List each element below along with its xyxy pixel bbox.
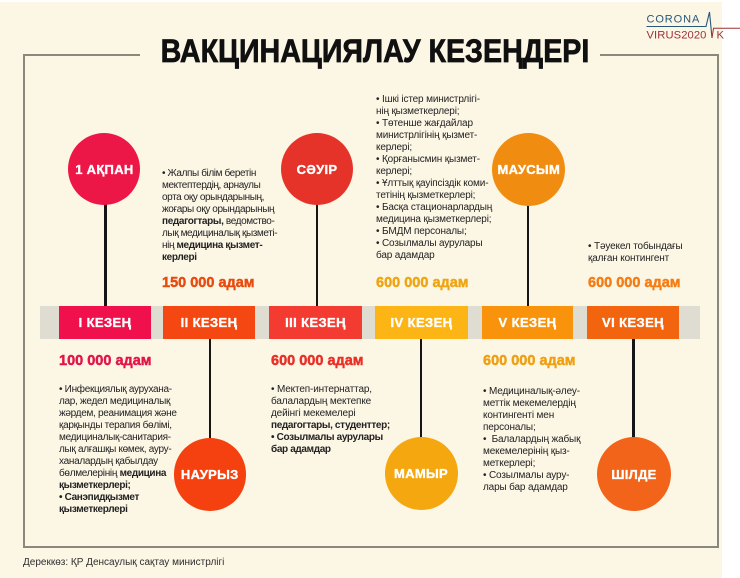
svg-text:CORONA: CORONA bbox=[647, 14, 701, 26]
svg-text:K: K bbox=[717, 30, 725, 42]
svg-text:VIRUS2020: VIRUS2020 bbox=[647, 30, 707, 42]
